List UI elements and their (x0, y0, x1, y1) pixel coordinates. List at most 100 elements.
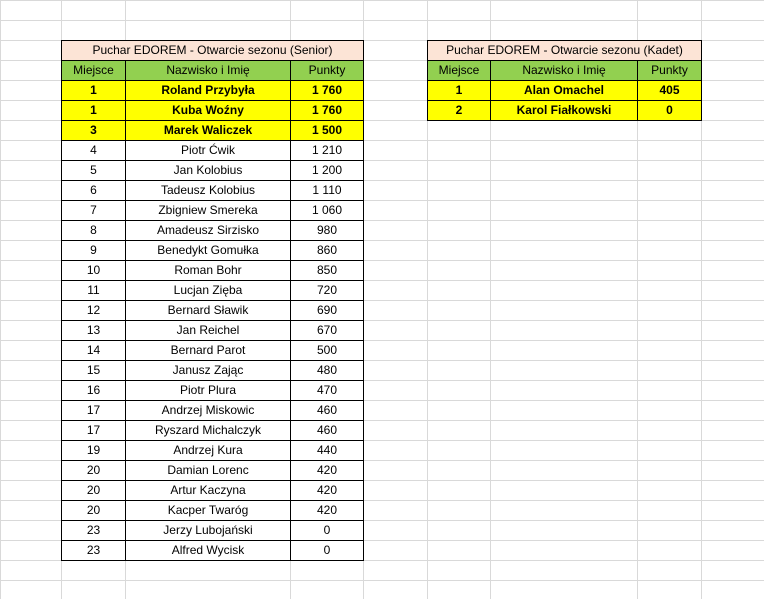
points-cell[interactable]: 850 (290, 260, 364, 281)
table-row: 7 Zbigniew Smereka 1 060 (61, 200, 364, 221)
points-cell[interactable]: 470 (290, 380, 364, 401)
points-cell[interactable]: 980 (290, 220, 364, 241)
name-cell[interactable]: Jerzy Lubojański (125, 520, 291, 541)
points-cell[interactable]: 1 500 (290, 120, 364, 141)
points-cell[interactable]: 670 (290, 320, 364, 341)
place-cell[interactable]: 7 (61, 200, 126, 221)
place-cell[interactable]: 9 (61, 240, 126, 261)
name-cell[interactable]: Alan Omachel (490, 80, 638, 101)
points-cell[interactable]: 860 (290, 240, 364, 261)
place-cell[interactable]: 1 (61, 100, 126, 121)
points-cell[interactable]: 420 (290, 480, 364, 501)
place-cell[interactable]: 11 (61, 280, 126, 301)
points-cell[interactable]: 420 (290, 460, 364, 481)
table-row: 1 Roland Przybyła 1 760 (61, 80, 364, 101)
name-cell[interactable]: Damian Lorenc (125, 460, 291, 481)
place-cell[interactable]: 3 (61, 120, 126, 141)
table-row: 15 Janusz Zając 480 (61, 360, 364, 381)
points-cell[interactable]: 690 (290, 300, 364, 321)
points-cell[interactable]: 0 (637, 100, 702, 121)
points-cell[interactable]: 1 210 (290, 140, 364, 161)
place-cell[interactable]: 1 (427, 80, 491, 101)
table-row: 2 Karol Fiałkowski 0 (427, 100, 702, 121)
table-row: 13 Jan Reichel 670 (61, 320, 364, 341)
name-cell[interactable]: Janusz Zając (125, 360, 291, 381)
table-title[interactable]: Puchar EDOREM - Otwarcie sezonu (Senior) (61, 40, 364, 61)
name-cell[interactable]: Roman Bohr (125, 260, 291, 281)
points-cell[interactable]: 1 760 (290, 100, 364, 121)
name-cell[interactable]: Bernard Parot (125, 340, 291, 361)
points-cell[interactable]: 440 (290, 440, 364, 461)
column-header[interactable]: Nazwisko i Imię (490, 60, 638, 81)
place-cell[interactable]: 17 (61, 420, 126, 441)
place-cell[interactable]: 4 (61, 140, 126, 161)
name-cell[interactable]: Benedykt Gomułka (125, 240, 291, 261)
points-cell[interactable]: 500 (290, 340, 364, 361)
name-cell[interactable]: Bernard Sławik (125, 300, 291, 321)
table-row: 20 Artur Kaczyna 420 (61, 480, 364, 501)
points-cell[interactable]: 405 (637, 80, 702, 101)
name-cell[interactable]: Kacper Twaróg (125, 500, 291, 521)
name-cell[interactable]: Alfred Wycisk (125, 540, 291, 561)
name-cell[interactable]: Piotr Plura (125, 380, 291, 401)
points-cell[interactable]: 420 (290, 500, 364, 521)
name-cell[interactable]: Andrzej Kura (125, 440, 291, 461)
place-cell[interactable]: 1 (61, 80, 126, 101)
place-cell[interactable]: 14 (61, 340, 126, 361)
points-cell[interactable]: 720 (290, 280, 364, 301)
place-cell[interactable]: 23 (61, 540, 126, 561)
place-cell[interactable]: 12 (61, 300, 126, 321)
points-cell[interactable]: 460 (290, 400, 364, 421)
name-cell[interactable]: Lucjan Zięba (125, 280, 291, 301)
name-cell[interactable]: Roland Przybyła (125, 80, 291, 101)
place-cell[interactable]: 20 (61, 460, 126, 481)
points-cell[interactable]: 0 (290, 520, 364, 541)
name-cell[interactable]: Karol Fiałkowski (490, 100, 638, 121)
table-row: 23 Jerzy Lubojański 0 (61, 520, 364, 541)
place-cell[interactable]: 10 (61, 260, 126, 281)
points-cell[interactable]: 1 760 (290, 80, 364, 101)
points-cell[interactable]: 1 110 (290, 180, 364, 201)
points-cell[interactable]: 480 (290, 360, 364, 381)
gridline (701, 0, 702, 599)
gridline (490, 0, 491, 599)
table-row: 12 Bernard Sławik 690 (61, 300, 364, 321)
name-cell[interactable]: Ryszard Michalczyk (125, 420, 291, 441)
name-cell[interactable]: Tadeusz Kolobius (125, 180, 291, 201)
place-cell[interactable]: 8 (61, 220, 126, 241)
name-cell[interactable]: Kuba Woźny (125, 100, 291, 121)
place-cell[interactable]: 6 (61, 180, 126, 201)
place-cell[interactable]: 19 (61, 440, 126, 461)
table-row: 6 Tadeusz Kolobius 1 110 (61, 180, 364, 201)
column-header[interactable]: Miejsce (61, 60, 126, 81)
place-cell[interactable]: 2 (427, 100, 491, 121)
table-row: 4 Piotr Ćwik 1 210 (61, 140, 364, 161)
name-cell[interactable]: Amadeusz Sirzisko (125, 220, 291, 241)
name-cell[interactable]: Jan Kolobius (125, 160, 291, 181)
column-header[interactable]: Miejsce (427, 60, 491, 81)
points-cell[interactable]: 1 200 (290, 160, 364, 181)
place-cell[interactable]: 23 (61, 520, 126, 541)
place-cell[interactable]: 5 (61, 160, 126, 181)
place-cell[interactable]: 17 (61, 400, 126, 421)
column-header[interactable]: Punkty (637, 60, 702, 81)
points-cell[interactable]: 0 (290, 540, 364, 561)
place-cell[interactable]: 16 (61, 380, 126, 401)
name-cell[interactable]: Artur Kaczyna (125, 480, 291, 501)
place-cell[interactable]: 20 (61, 480, 126, 501)
name-cell[interactable]: Andrzej Miskowic (125, 400, 291, 421)
column-header[interactable]: Nazwisko i Imię (125, 60, 291, 81)
table-row: 20 Kacper Twaróg 420 (61, 500, 364, 521)
place-cell[interactable]: 20 (61, 500, 126, 521)
name-cell[interactable]: Marek Waliczek (125, 120, 291, 141)
points-cell[interactable]: 1 060 (290, 200, 364, 221)
column-header[interactable]: Punkty (290, 60, 364, 81)
points-cell[interactable]: 460 (290, 420, 364, 441)
table-title[interactable]: Puchar EDOREM - Otwarcie sezonu (Kadet) (427, 40, 702, 61)
table-row: 5 Jan Kolobius 1 200 (61, 160, 364, 181)
name-cell[interactable]: Piotr Ćwik (125, 140, 291, 161)
place-cell[interactable]: 15 (61, 360, 126, 381)
place-cell[interactable]: 13 (61, 320, 126, 341)
name-cell[interactable]: Jan Reichel (125, 320, 291, 341)
name-cell[interactable]: Zbigniew Smereka (125, 200, 291, 221)
